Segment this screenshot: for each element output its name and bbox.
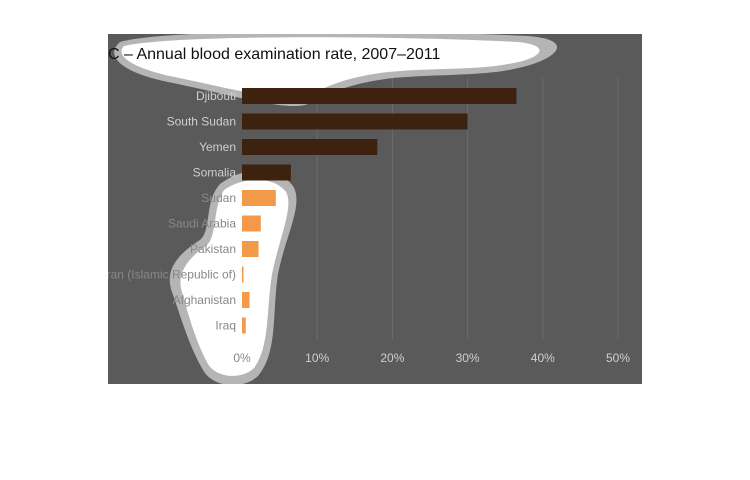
bar	[242, 241, 259, 257]
bar	[242, 164, 291, 181]
bar	[242, 292, 250, 308]
x-tick-label: 40%	[531, 351, 555, 365]
category-label: Iraq	[215, 319, 236, 333]
category-label: Yemen	[199, 140, 236, 154]
bar	[242, 317, 246, 334]
category-label: Pakistan	[190, 242, 236, 256]
category-label: South Sudan	[167, 115, 236, 129]
category-label: Iran (Islamic Republic of)	[108, 268, 236, 282]
highlight-shapes	[114, 34, 557, 384]
x-tick-label: 0%	[233, 351, 251, 365]
x-axis-ticks: 0% 10% 20% 30% 40% 50%	[233, 351, 630, 365]
bar	[242, 190, 276, 206]
category-label: Saudi Arabia	[168, 217, 236, 231]
bar-chart: Djibouti South Sudan Yemen Somalia Sudan Saud…	[108, 34, 630, 384]
chart-panel: Djibouti South Sudan Yemen Somalia Sudan Saud…	[108, 34, 642, 384]
category-label: Djibouti	[196, 89, 236, 103]
category-labels: Djibouti South Sudan Yemen Somalia Sudan Saud…	[108, 89, 236, 333]
title-highlight	[121, 37, 540, 99]
bars	[242, 88, 517, 334]
bar	[242, 139, 378, 155]
bar	[242, 113, 468, 130]
bar	[242, 266, 244, 283]
category-highlight	[180, 179, 289, 376]
x-tick-label: 20%	[380, 351, 404, 365]
chart-title: C – Annual blood examination rate, 2007–…	[108, 46, 441, 63]
category-label: Sudan	[201, 191, 236, 205]
x-tick-label: 50%	[606, 351, 630, 365]
category-label: Afghanistan	[173, 293, 236, 307]
x-tick-label: 10%	[305, 351, 329, 365]
bar	[242, 88, 517, 104]
category-label: Somalia	[193, 166, 237, 180]
x-tick-label: 30%	[456, 351, 480, 365]
bar	[242, 215, 261, 232]
